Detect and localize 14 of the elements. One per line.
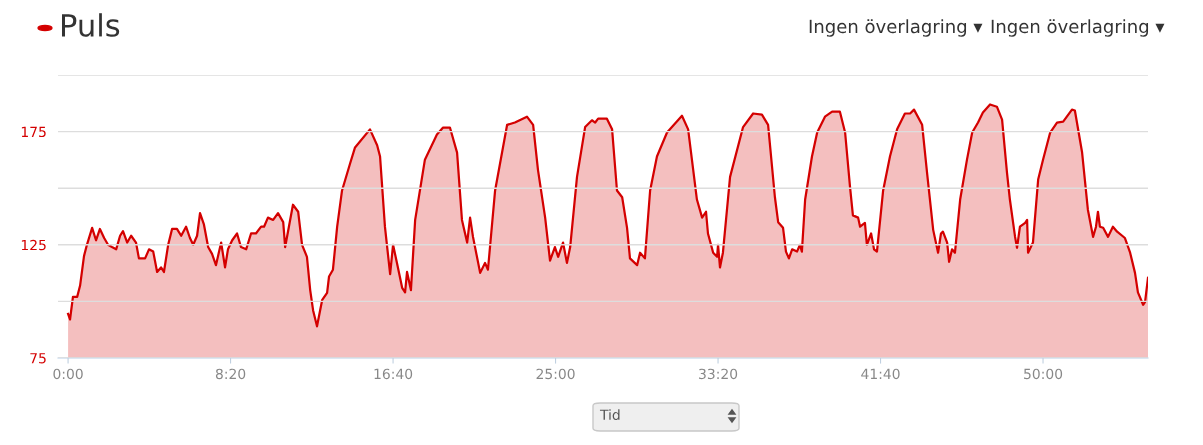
x-tick-label: 0:00 [53, 368, 83, 380]
chart-title: Puls [62, 13, 120, 37]
y-tick-label: 125 [21, 239, 46, 251]
x-tick-label: 41:40 [861, 368, 900, 380]
x-tick-label: 50:00 [1024, 368, 1063, 380]
x-tick-label: 25:00 [536, 368, 575, 380]
x-tick-label: 16:40 [374, 368, 413, 380]
text: Ingen överlagring ▾ [991, 19, 1165, 37]
text: Ingen överlagring ▾ [809, 19, 983, 37]
x-tick-label: 33:20 [699, 368, 738, 380]
y-tick-label: 75 [30, 353, 46, 364]
x-tick-label: 8:20 [215, 368, 246, 380]
y-tick-label: 175 [21, 126, 46, 138]
text: Tid [599, 409, 620, 421]
